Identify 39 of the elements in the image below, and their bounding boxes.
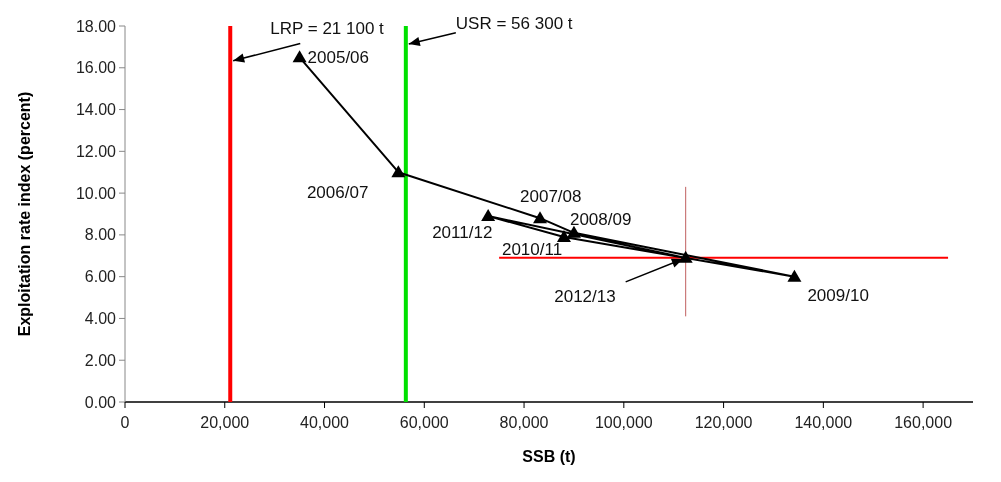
y-tick-label: 14.00	[75, 101, 117, 119]
x-tick-label: 40,000	[300, 414, 350, 431]
annotation: 2010/11	[501, 239, 563, 259]
annotation: 2012/13	[554, 286, 616, 306]
point	[391, 165, 406, 178]
annotation: 2011/12	[432, 223, 493, 243]
point	[678, 250, 693, 263]
y-tick-label: 2.00	[84, 351, 117, 369]
y-tick-label: 12.00	[75, 142, 117, 160]
y-axis-title: Exploitation rate index (percent)	[16, 91, 33, 337]
x-tick-label: 120,000	[694, 414, 753, 431]
y-tick-label: 8.00	[84, 226, 117, 244]
y-tick-label: 18.00	[75, 17, 117, 35]
x-tick-label: 160,000	[894, 414, 953, 431]
point	[556, 229, 571, 242]
annotation: LRP = 21 100 t	[270, 18, 385, 38]
point	[566, 225, 581, 238]
x-tick-label: 20,000	[200, 414, 250, 431]
point	[481, 209, 496, 222]
y-tick-label: 4.00	[84, 310, 117, 328]
point	[292, 50, 307, 63]
point	[787, 269, 802, 282]
x-tick-label: 0	[120, 414, 130, 431]
annotation: 2008/09	[569, 209, 632, 229]
x-tick-label: 60,000	[399, 414, 449, 431]
y-tick-label: 10.00	[75, 184, 117, 202]
annotation: 2005/06	[307, 48, 370, 68]
y-tick-label: 6.00	[84, 268, 117, 286]
annotation: 2007/08	[520, 187, 582, 207]
x-tick-label: 140,000	[794, 414, 853, 431]
point	[533, 211, 548, 224]
x-tick-label: 80,000	[499, 414, 549, 431]
y-tick-label: 16.00	[75, 59, 117, 77]
x-tick-label: 100,000	[594, 414, 653, 431]
y-tick-label: 0.00	[84, 393, 117, 411]
annotation: USR = 56 300 t	[455, 13, 573, 33]
annotation: 2009/10	[807, 285, 869, 305]
annotation: 2006/07	[306, 183, 369, 203]
x-axis-title: SSB (t)	[522, 448, 576, 465]
